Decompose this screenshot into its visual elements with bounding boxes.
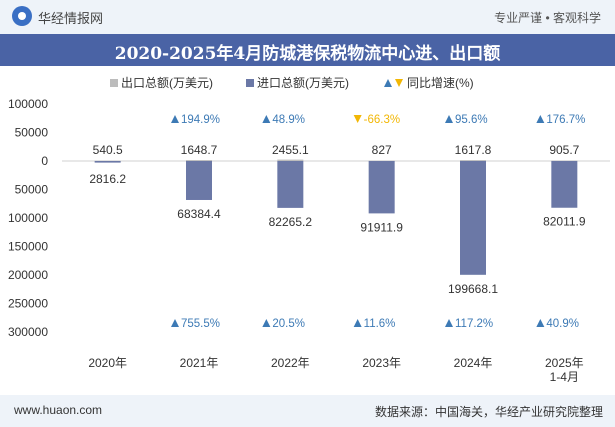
import-bar [460,161,486,275]
import-value-label: 199668.1 [448,282,498,296]
import-bar [94,161,121,163]
slogan: 专业严谨 • 客观科学 [494,11,601,25]
export-value-label: 1648.7 [181,143,218,157]
legend-label-yoy: 同比增速(%) [407,76,474,90]
x-tick-label: 2021年 [180,356,219,370]
legend-triangle-down-icon [395,79,403,87]
import-yoy-label: 11.6% [364,318,396,330]
export-yoy-label: 95.6% [455,114,488,126]
top-bar: 华经情报网 专业严谨 • 客观科学 [0,0,615,34]
export-bar [551,160,578,162]
y-tick-label: 50000 [15,126,49,140]
y-tick-label: 150000 [8,240,48,254]
import-value-label: 82011.9 [543,215,586,229]
chart-area: 出口总额(万美元) 进口总额(万美元) 同比增速(%) 100000 50000 0 500… [8,76,610,384]
legend-swatch-import [246,79,254,87]
yoy-up-icon [262,115,271,123]
yoy-up-icon [171,115,179,123]
x-tick-label: 2025年 [545,356,584,370]
x-tick-label: 1-4月 [550,370,579,384]
export-value-label: 540.5 [93,143,123,157]
import-value-label: 68384.4 [177,207,221,221]
yoy-up-icon [171,319,179,327]
yoy-up-icon [262,319,271,327]
yoy-up-icon [445,115,453,123]
export-bar [186,160,212,162]
import-value-label: 91911.9 [360,220,403,234]
import-yoy-label: 40.9% [546,318,579,330]
footer-url[interactable]: www.huaon.com [14,403,103,417]
x-tick-label: 2024年 [454,356,493,370]
import-value-label: 2816.2 [89,172,126,186]
y-tick-label: 300000 [8,325,48,339]
y-tick-label: 100000 [8,97,48,111]
yoy-down-icon [353,115,362,123]
export-bar [460,160,486,162]
import-bar [186,161,212,200]
export-value-label: 905.7 [549,143,579,157]
export-yoy-label: -66.3% [364,114,400,126]
export-value-label: 2455.1 [272,143,309,157]
x-tick-label: 2023年 [362,356,401,370]
export-value-label: 827 [372,143,392,157]
export-yoy-label: 176.7% [546,114,585,126]
export-value-label: 1617.8 [455,143,492,157]
footer-source: 数据来源：中国海关，华经产业研究院整理 [374,405,603,419]
y-tick-label: 100000 [8,211,48,225]
x-tick-label: 2022年 [271,356,310,370]
import-yoy-label: 117.2% [455,318,493,330]
import-yoy-label: 20.5% [272,318,305,330]
legend-triangle-up-icon [384,79,392,87]
footer-bar: www.huaon.com 数据来源：中国海关，华经产业研究院整理 [0,395,615,427]
import-bar [368,161,395,214]
legend-label-export: 出口总额(万美元) [121,76,213,90]
export-bar [277,159,304,161]
y-tick-label: 250000 [8,297,48,311]
yoy-up-icon [536,115,545,123]
import-bar [551,161,578,208]
import-bar [277,161,304,208]
yoy-up-icon [353,319,362,327]
export-yoy-label: 194.9% [181,114,220,126]
brand-name: 华经情报网 [38,11,104,26]
legend-swatch-export [110,79,118,87]
y-tick-label: 200000 [8,268,48,282]
y-tick-label: 50000 [15,183,49,197]
import-value-label: 82265.2 [269,215,313,229]
yoy-up-icon [445,319,453,327]
x-tick-label: 2020年 [88,356,127,370]
huajing-logo-icon [12,6,32,26]
title-bar: 2020-2025年4月防城港保税物流中心进、出口额 [0,34,615,66]
y-tick-label: 0 [41,154,48,168]
yoy-up-icon [536,319,545,327]
export-yoy-label: 48.9% [272,114,305,126]
import-yoy-label: 755.5% [181,318,220,330]
chart-title: 2020-2025年4月防城港保税物流中心进、出口额 [114,44,501,64]
legend-label-import: 进口总额(万美元) [257,76,349,90]
